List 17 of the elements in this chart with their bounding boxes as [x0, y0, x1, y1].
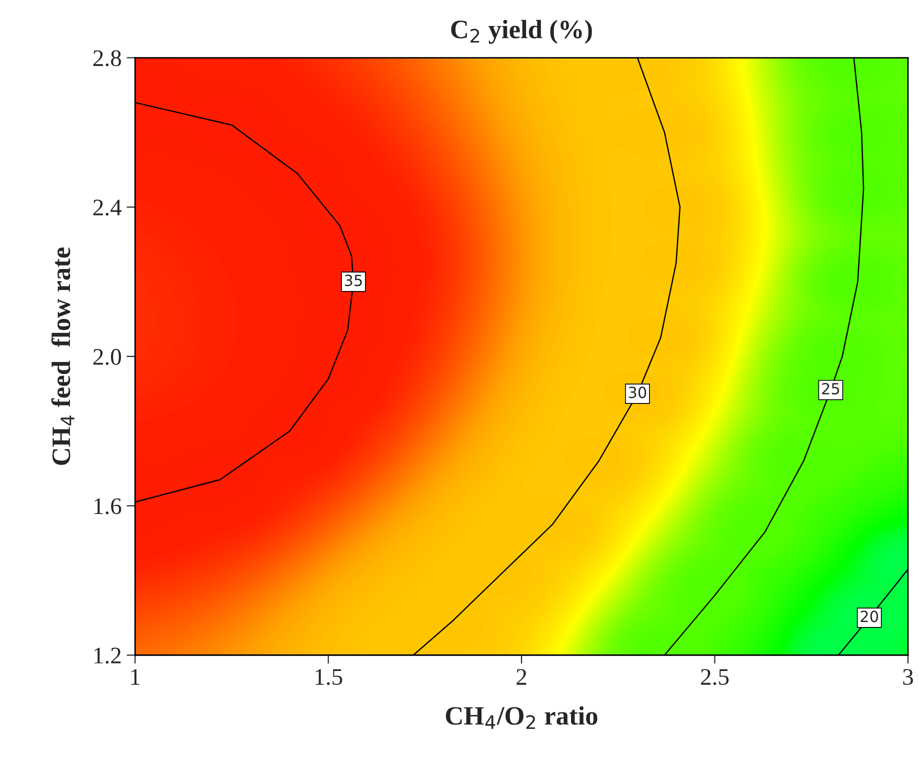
chart-title: C$_{2}$ yield (%): [451, 20, 592, 44]
y-tick-label: 2.0: [93, 348, 121, 365]
series-label: 20: [860, 610, 878, 622]
x-tick-label: 3: [903, 669, 913, 685]
series-label: 25: [822, 382, 840, 394]
y-tick-label: 1.6: [94, 498, 122, 514]
y-tick-label: 2.8: [93, 50, 121, 66]
y-tick-label: 2.4: [93, 200, 122, 216]
x-tick-label: 1: [131, 669, 140, 685]
x-axis-title: CH$_{4}$/O$_{2}$ ratio: [446, 706, 598, 729]
series-label: 30: [628, 386, 646, 398]
y-tick-label: 1.2: [94, 648, 121, 664]
series-label: 35: [344, 274, 362, 286]
x-tick-label: 2.5: [701, 669, 729, 686]
y-axis-title: CH$_{4}$ feed flow rate: [51, 248, 74, 465]
x-tick-label: 1.5: [316, 669, 342, 686]
x-tick-label: 2: [516, 669, 526, 685]
